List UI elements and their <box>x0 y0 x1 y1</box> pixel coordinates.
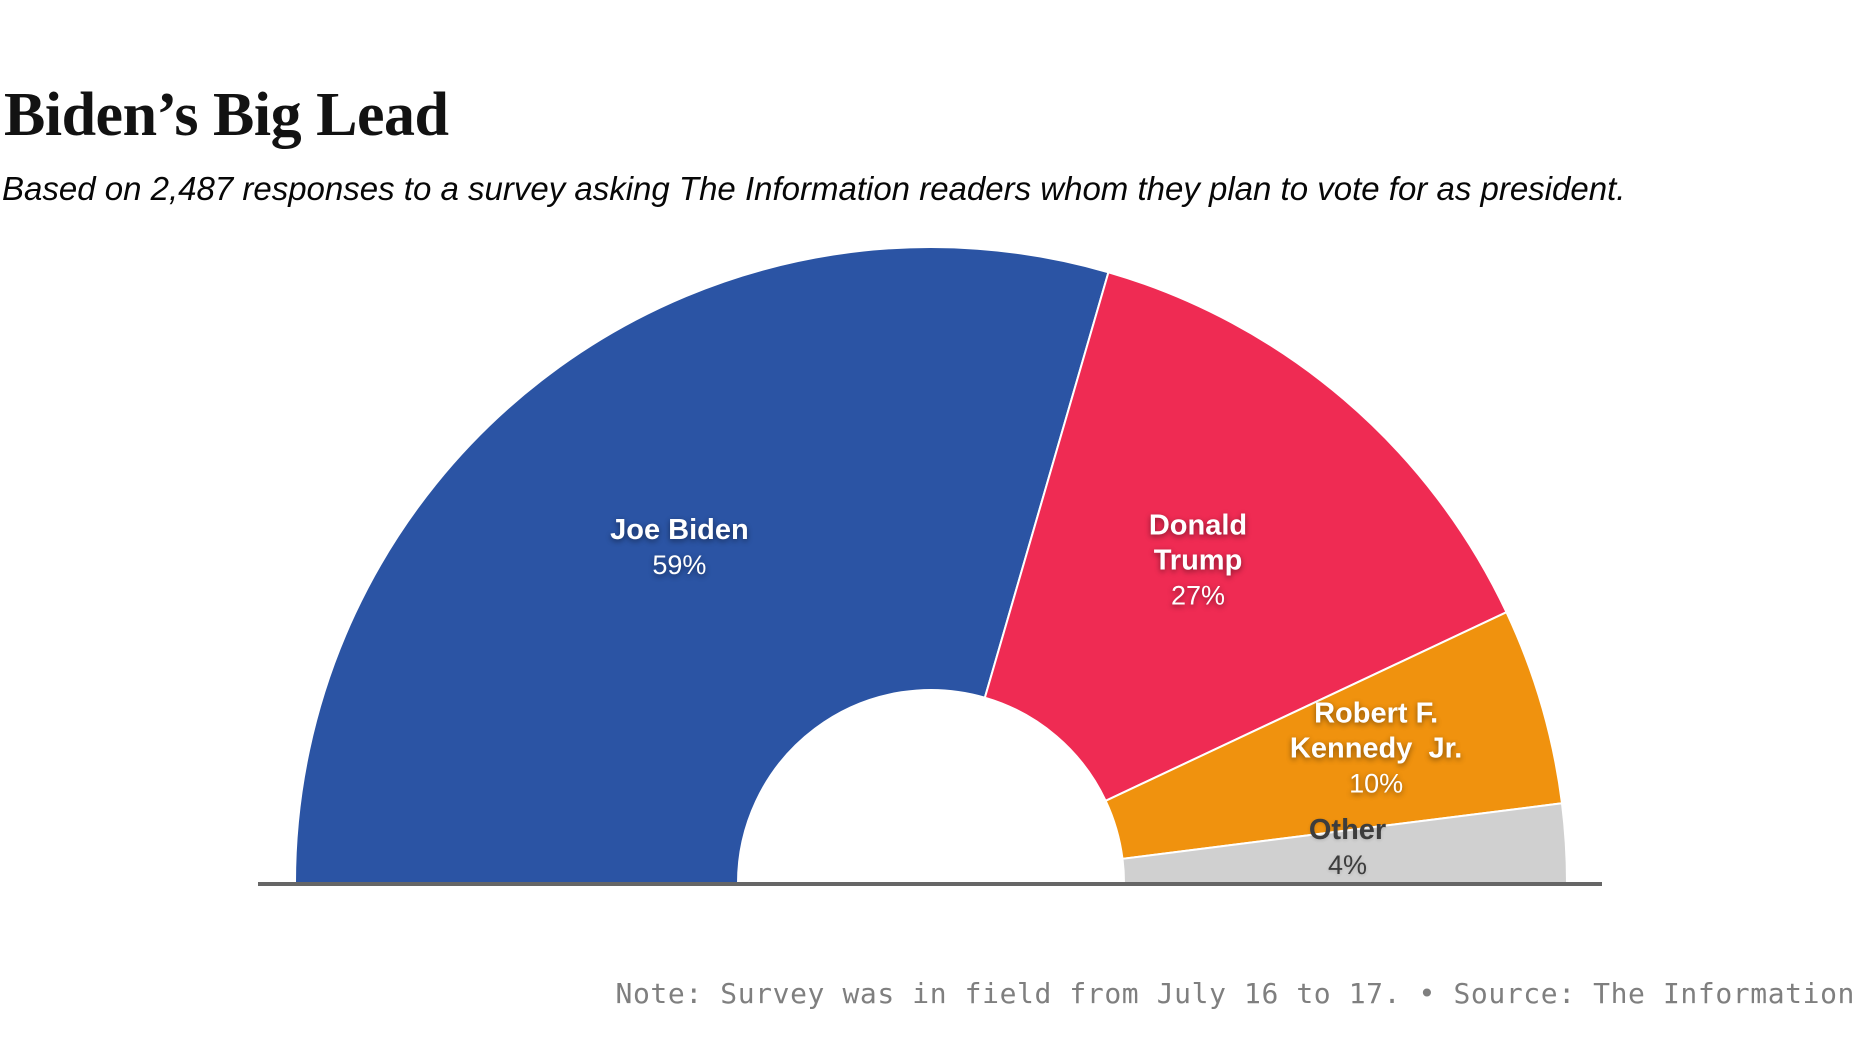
chart-note: Note: Survey was in field from July 16 t… <box>615 977 1855 1010</box>
segment-joe-biden <box>293 246 1110 884</box>
page-subtitle: Based on 2,487 responses to a survey ask… <box>2 170 1626 207</box>
chart-segments <box>293 246 1569 884</box>
segment-donald-trump <box>983 271 1508 803</box>
page-title: Biden’s Big Lead <box>4 80 449 149</box>
